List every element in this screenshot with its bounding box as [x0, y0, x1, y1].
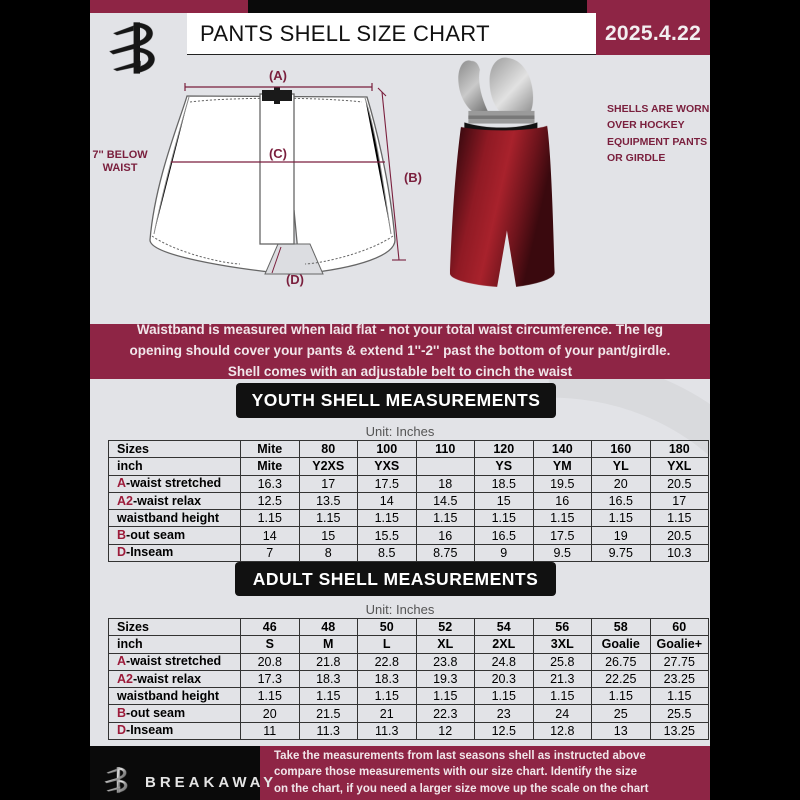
svg-text:(C): (C): [269, 146, 287, 161]
svg-text:WAIST: WAIST: [103, 162, 138, 174]
svg-text:7'' BELOW: 7'' BELOW: [92, 149, 148, 161]
svg-text:(B): (B): [404, 170, 422, 185]
svg-text:(D): (D): [286, 272, 304, 287]
svg-text:(A): (A): [269, 68, 287, 83]
